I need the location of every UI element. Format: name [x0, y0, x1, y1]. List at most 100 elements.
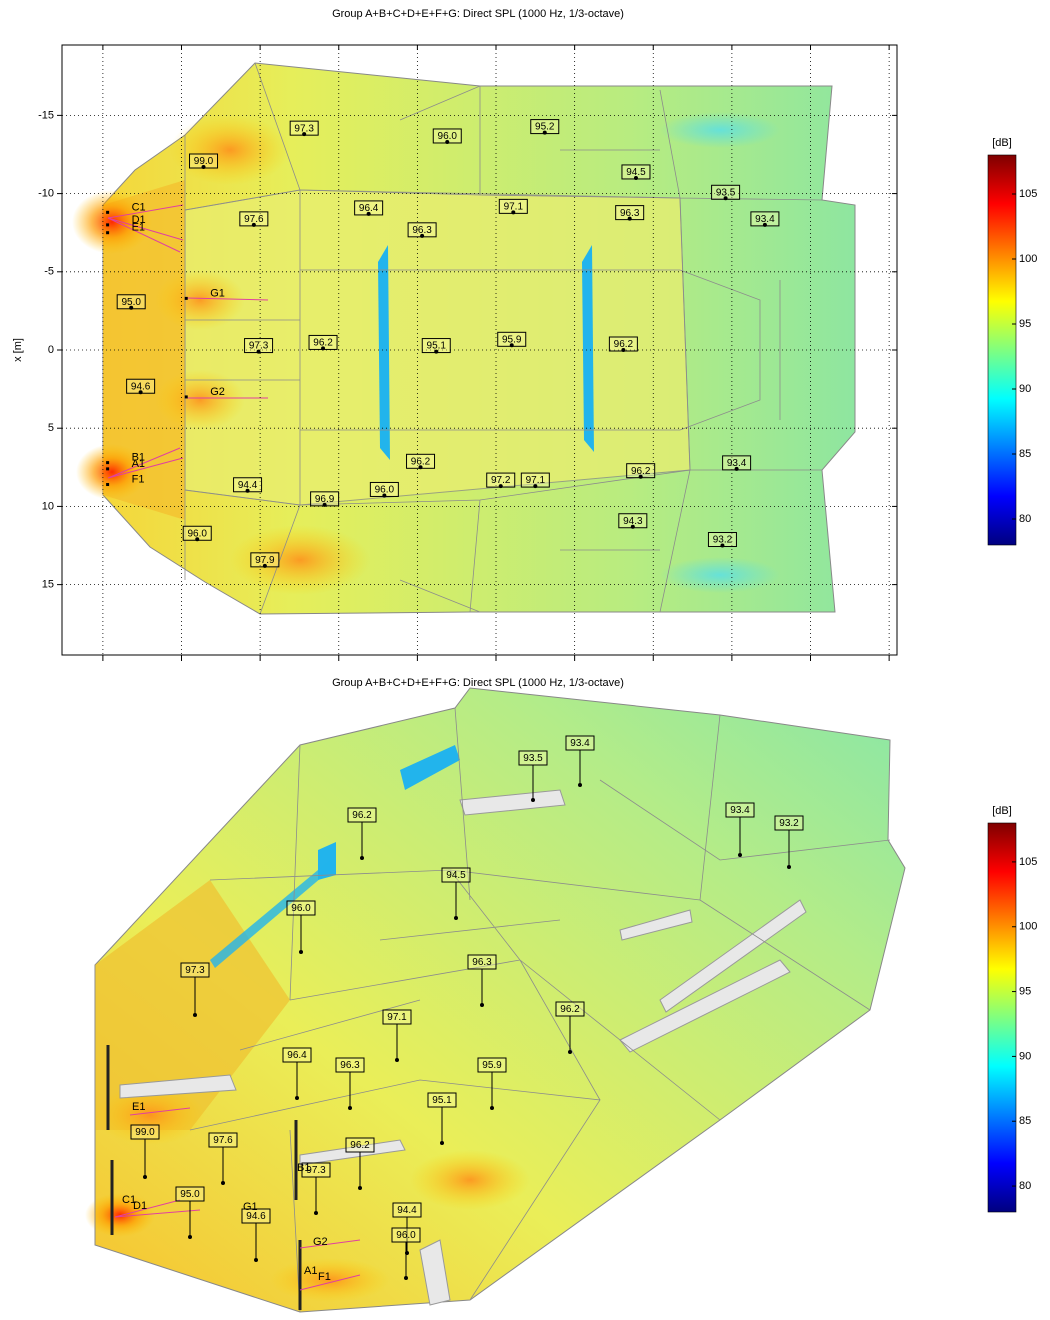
- source: [106, 461, 109, 464]
- receiver: [348, 1106, 352, 1110]
- receiver: [257, 350, 261, 354]
- colorbar-tick-label: 105: [1019, 188, 1037, 200]
- receiver: [499, 484, 503, 488]
- value-label: 96.0: [291, 903, 311, 914]
- receiver: [302, 132, 306, 136]
- warm-spot: [170, 115, 290, 185]
- receiver: [404, 1276, 408, 1280]
- source: [106, 231, 109, 234]
- y-tick-label: 5: [48, 422, 54, 434]
- source: [185, 395, 188, 398]
- source-label: G1: [210, 287, 225, 299]
- receiver: [531, 798, 535, 802]
- receiver: [480, 1003, 484, 1007]
- receiver: [299, 950, 303, 954]
- receiver: [382, 493, 386, 497]
- chart-title: Group A+B+C+D+E+F+G: Direct SPL (1000 Hz…: [332, 677, 624, 689]
- receiver: [358, 1186, 362, 1190]
- value-label: 99.0: [135, 1127, 155, 1138]
- receiver: [543, 131, 547, 135]
- reflector: [582, 245, 594, 452]
- receiver: [578, 783, 582, 787]
- warm-spot: [410, 1150, 530, 1210]
- receiver: [568, 1050, 572, 1054]
- receiver: [360, 856, 364, 860]
- value-label: 94.4: [397, 1205, 417, 1216]
- source-label: G2: [313, 1236, 328, 1248]
- value-label: 97.1: [387, 1012, 407, 1023]
- source-label: C1: [132, 201, 146, 213]
- receiver: [724, 196, 728, 200]
- reflector: [378, 245, 390, 460]
- value-label: 96.3: [340, 1060, 360, 1071]
- colorbar-label: [dB]: [992, 137, 1012, 149]
- y-tick-label: 10: [42, 500, 54, 512]
- receiver: [639, 475, 643, 479]
- source-label: G1: [243, 1201, 258, 1213]
- receiver: [263, 564, 267, 568]
- value-label: 96.3: [472, 957, 492, 968]
- source: [106, 467, 109, 470]
- receiver: [254, 1258, 258, 1262]
- source: [106, 223, 109, 226]
- value-label: 95.0: [180, 1189, 200, 1200]
- value-label: 96.2: [560, 1004, 580, 1015]
- value-label: 97.3: [185, 965, 205, 976]
- colorbar-tick-label: 95: [1019, 985, 1031, 997]
- value-label: 93.2: [779, 818, 799, 829]
- receiver: [454, 916, 458, 920]
- colorbar-tick-label: 100: [1019, 921, 1037, 933]
- colorbar-tick-label: 80: [1019, 1180, 1031, 1192]
- cool-spot: [660, 112, 780, 148]
- source-label: D1: [133, 1200, 147, 1212]
- source: [106, 211, 109, 214]
- receiver: [246, 489, 250, 493]
- source-label: A1: [304, 1265, 317, 1277]
- receiver: [763, 223, 767, 227]
- colorbar-tick-label: 90: [1019, 383, 1031, 395]
- value-label: 96.2: [352, 810, 372, 821]
- receiver: [510, 343, 514, 347]
- y-tick-label: 15: [42, 579, 54, 591]
- colorbar-tick-label: 100: [1019, 253, 1037, 265]
- receiver: [420, 234, 424, 238]
- receiver: [195, 537, 199, 541]
- receiver: [202, 165, 206, 169]
- chart-title: Group A+B+C+D+E+F+G: Direct SPL (1000 Hz…: [332, 8, 624, 20]
- receiver: [188, 1235, 192, 1239]
- warm-spot: [155, 270, 245, 330]
- receiver: [533, 484, 537, 488]
- y-tick-label: -10: [38, 187, 54, 199]
- receiver: [628, 217, 632, 221]
- value-label: 97.6: [213, 1135, 233, 1146]
- receiver: [631, 525, 635, 529]
- colorbar-tick-label: 80: [1019, 513, 1031, 525]
- source-label: G2: [210, 386, 225, 398]
- receiver: [143, 1175, 147, 1179]
- page: Group A+B+C+D+E+F+G: Direct SPL (1000 Hz…: [0, 0, 1050, 1315]
- source: [185, 297, 188, 300]
- value-label: 96.2: [350, 1140, 370, 1151]
- receiver: [295, 1096, 299, 1100]
- receiver: [221, 1181, 225, 1185]
- receiver: [720, 544, 724, 548]
- colorbar-tick-label: 105: [1019, 856, 1037, 868]
- value-label: 96.4: [287, 1050, 307, 1061]
- receiver: [419, 465, 423, 469]
- receiver: [787, 865, 791, 869]
- receiver: [395, 1058, 399, 1062]
- source-label: A1: [132, 458, 145, 470]
- cool-spot: [660, 557, 780, 593]
- y-axis-label: x [m]: [12, 338, 24, 362]
- value-label: 96.0: [396, 1230, 416, 1241]
- value-label: 95.1: [432, 1095, 452, 1106]
- receiver: [440, 1141, 444, 1145]
- receiver: [193, 1013, 197, 1017]
- receiver: [367, 212, 371, 216]
- receiver: [511, 210, 515, 214]
- receiver: [621, 348, 625, 352]
- source-label: B1: [297, 1162, 310, 1174]
- colorbar-tick-label: 95: [1019, 318, 1031, 330]
- value-label: 93.5: [523, 753, 543, 764]
- y-tick-label: -5: [44, 266, 54, 278]
